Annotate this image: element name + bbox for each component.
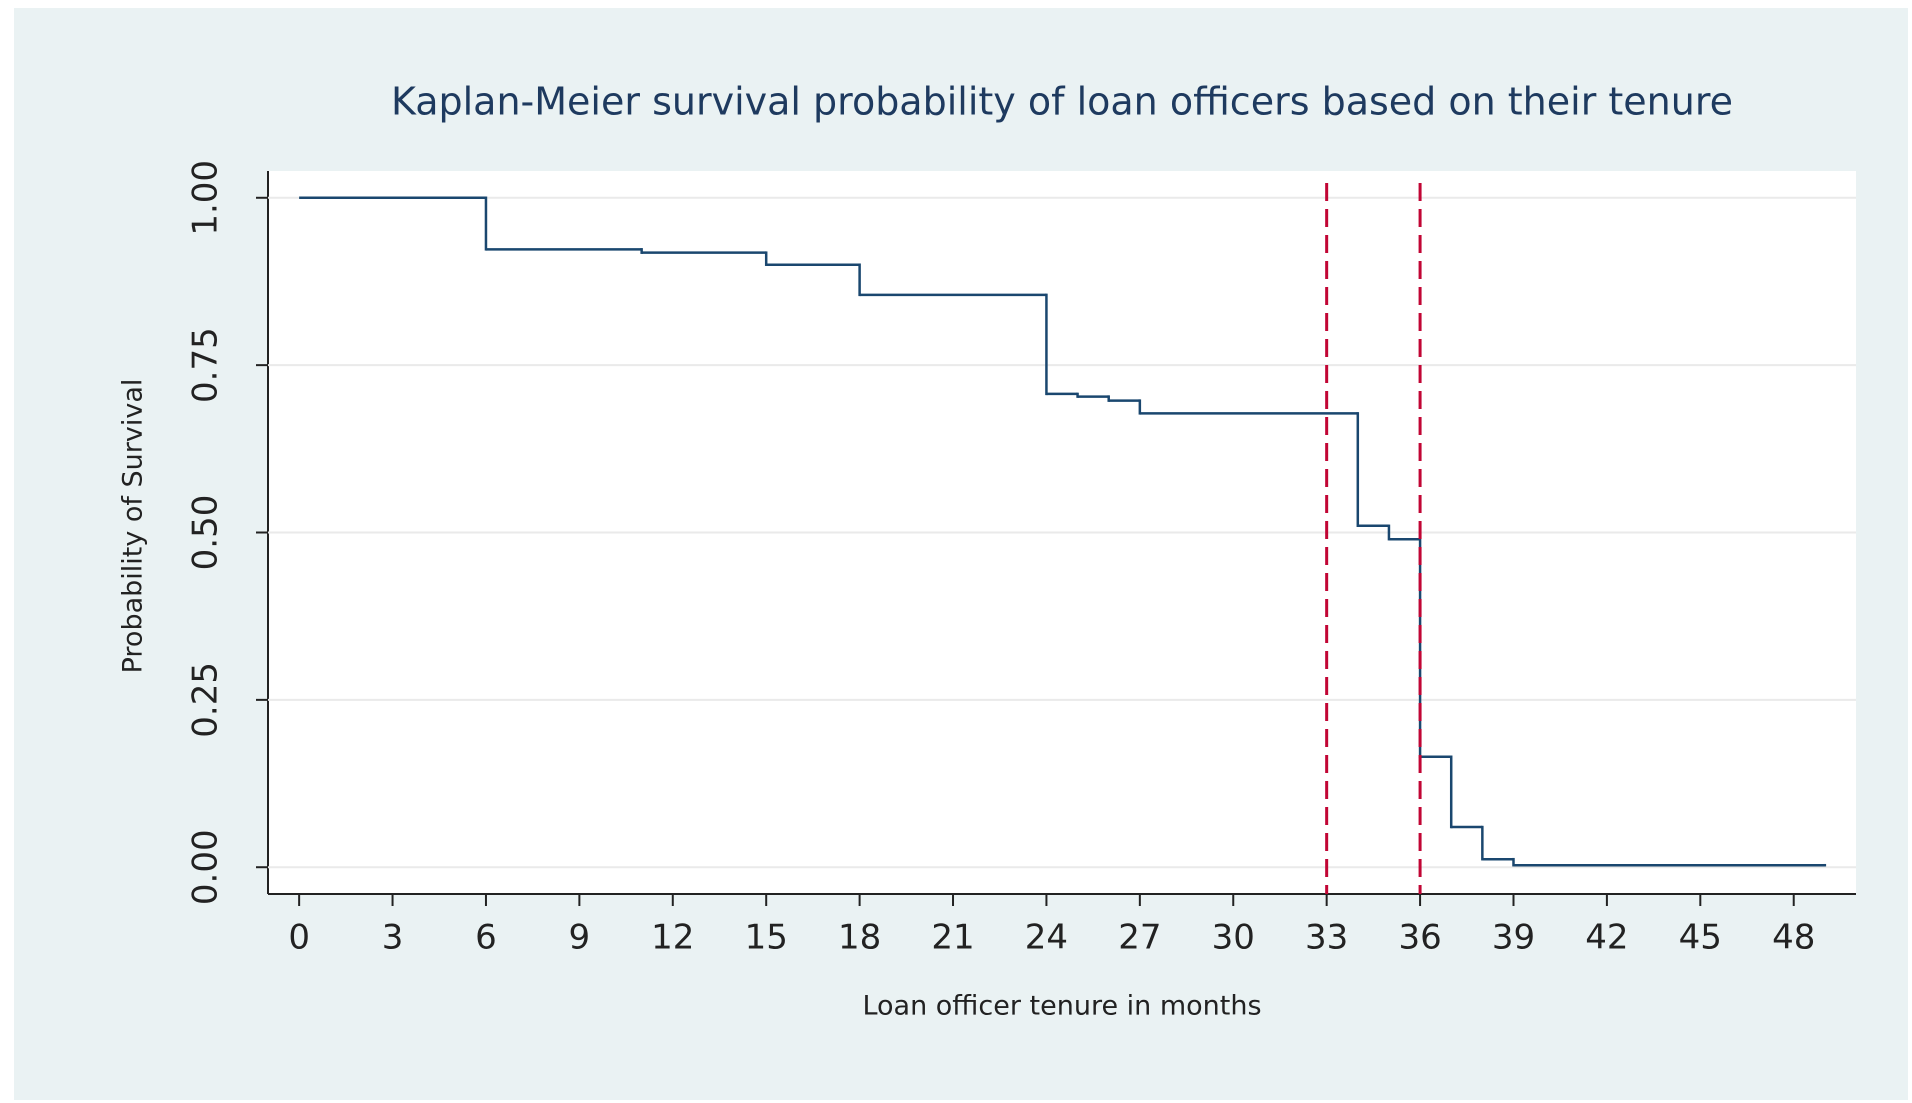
x-tick-label: 15 bbox=[745, 918, 788, 958]
x-tick-label: 24 bbox=[1025, 918, 1068, 958]
x-tick-label: 39 bbox=[1492, 918, 1535, 958]
y-tick-label: 0.75 bbox=[186, 327, 226, 403]
chart-title: Kaplan-Meier survival probability of loa… bbox=[391, 80, 1733, 124]
x-tick-label: 42 bbox=[1585, 918, 1628, 958]
x-tick-label: 27 bbox=[1118, 918, 1161, 958]
x-tick-label: 30 bbox=[1212, 918, 1255, 958]
x-tick-label: 6 bbox=[475, 918, 497, 958]
y-tick-label: 1.00 bbox=[186, 160, 226, 236]
x-tick-label: 9 bbox=[569, 918, 591, 958]
x-tick-label: 12 bbox=[651, 918, 694, 958]
x-tick-label: 48 bbox=[1772, 918, 1815, 958]
x-tick-label: 18 bbox=[838, 918, 881, 958]
x-tick-label: 21 bbox=[931, 918, 974, 958]
y-tick-label: 0.25 bbox=[186, 662, 226, 738]
x-tick-label: 0 bbox=[288, 918, 310, 958]
y-tick-label: 0.00 bbox=[186, 829, 226, 905]
y-axis-title: Probability of Survival bbox=[118, 379, 149, 674]
x-tick-label: 33 bbox=[1305, 918, 1348, 958]
x-tick-label: 3 bbox=[382, 918, 404, 958]
x-tick-label: 36 bbox=[1398, 918, 1441, 958]
x-tick-label: 45 bbox=[1679, 918, 1722, 958]
y-tick-label: 0.50 bbox=[186, 495, 226, 571]
x-axis-title: Loan officer tenure in months bbox=[862, 991, 1261, 1022]
